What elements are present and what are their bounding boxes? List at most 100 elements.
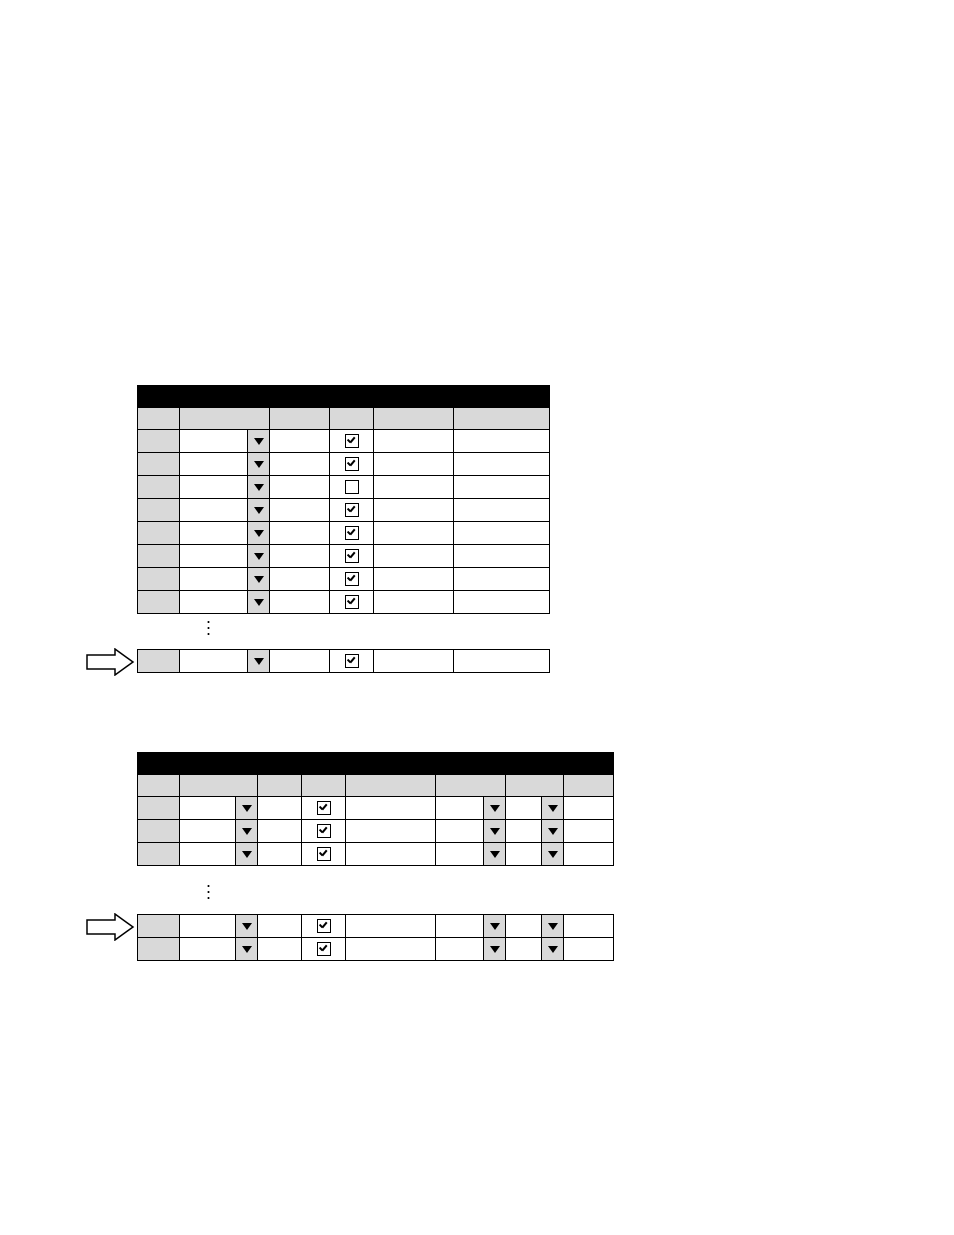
checkbox-cell[interactable] xyxy=(302,820,346,843)
column-header xyxy=(180,408,270,430)
chevron-down-icon[interactable] xyxy=(541,797,563,819)
checkbox-cell[interactable] xyxy=(302,938,346,961)
blank-cell xyxy=(374,453,454,476)
dropdown-cell[interactable] xyxy=(506,820,564,843)
checkbox-cell[interactable] xyxy=(330,476,374,499)
dropdown-cell[interactable] xyxy=(180,430,270,453)
blank-cell xyxy=(564,820,614,843)
chevron-down-icon[interactable] xyxy=(247,568,269,590)
dropdown-cell[interactable] xyxy=(436,820,506,843)
table-row xyxy=(138,650,550,673)
dropdown-cell[interactable] xyxy=(180,476,270,499)
chevron-down-icon[interactable] xyxy=(247,430,269,452)
chevron-down-icon[interactable] xyxy=(541,938,563,960)
chevron-down-icon[interactable] xyxy=(483,915,505,937)
dropdown-cell[interactable] xyxy=(180,522,270,545)
checkbox-cell[interactable] xyxy=(330,545,374,568)
row-label-cell xyxy=(138,499,180,522)
checkbox-cell[interactable] xyxy=(330,568,374,591)
checkbox-icon[interactable] xyxy=(317,919,331,933)
dropdown-cell[interactable] xyxy=(180,938,258,961)
row-label-cell xyxy=(138,820,180,843)
checkbox-icon[interactable] xyxy=(345,434,359,448)
dropdown-cell[interactable] xyxy=(180,453,270,476)
column-header xyxy=(302,775,346,797)
chevron-down-icon[interactable] xyxy=(541,820,563,842)
column-header xyxy=(454,408,550,430)
chevron-down-icon[interactable] xyxy=(247,476,269,498)
pointer-arrow-icon xyxy=(85,648,135,676)
dropdown-cell[interactable] xyxy=(180,797,258,820)
chevron-down-icon[interactable] xyxy=(247,650,269,672)
checkbox-icon[interactable] xyxy=(345,503,359,517)
checkbox-icon[interactable] xyxy=(317,824,331,838)
checkbox-icon[interactable] xyxy=(345,595,359,609)
chevron-down-icon[interactable] xyxy=(483,797,505,819)
dropdown-cell[interactable] xyxy=(180,568,270,591)
dropdown-cell[interactable] xyxy=(506,938,564,961)
dropdown-cell[interactable] xyxy=(180,545,270,568)
checkbox-cell[interactable] xyxy=(330,499,374,522)
checkbox-icon[interactable] xyxy=(345,654,359,668)
chevron-down-icon[interactable] xyxy=(235,938,257,960)
dropdown-cell[interactable] xyxy=(436,797,506,820)
dropdown-cell[interactable] xyxy=(180,820,258,843)
checkbox-cell[interactable] xyxy=(302,915,346,938)
blank-cell xyxy=(270,650,330,673)
blank-cell xyxy=(454,522,550,545)
dropdown-cell[interactable] xyxy=(506,797,564,820)
blank-cell xyxy=(454,430,550,453)
table-2 xyxy=(137,752,614,866)
chevron-down-icon[interactable] xyxy=(235,915,257,937)
chevron-down-icon[interactable] xyxy=(247,545,269,567)
ellipsis-vertical: ... xyxy=(206,614,211,632)
chevron-down-icon[interactable] xyxy=(483,938,505,960)
checkbox-cell[interactable] xyxy=(330,650,374,673)
checkbox-icon[interactable] xyxy=(345,526,359,540)
dropdown-cell[interactable] xyxy=(506,915,564,938)
dropdown-cell[interactable] xyxy=(436,915,506,938)
chevron-down-icon[interactable] xyxy=(235,843,257,865)
chevron-down-icon[interactable] xyxy=(247,499,269,521)
checkbox-cell[interactable] xyxy=(330,591,374,614)
chevron-down-icon[interactable] xyxy=(247,522,269,544)
blank-cell xyxy=(374,430,454,453)
checkbox-icon[interactable] xyxy=(317,801,331,815)
dropdown-cell[interactable] xyxy=(180,843,258,866)
chevron-down-icon[interactable] xyxy=(235,797,257,819)
dropdown-cell[interactable] xyxy=(436,843,506,866)
checkbox-cell[interactable] xyxy=(302,797,346,820)
checkbox-icon[interactable] xyxy=(345,480,359,494)
dropdown-cell[interactable] xyxy=(506,843,564,866)
row-label-cell xyxy=(138,545,180,568)
table-1-detached-row xyxy=(137,649,550,673)
blank-cell xyxy=(374,650,454,673)
dropdown-cell[interactable] xyxy=(180,650,270,673)
chevron-down-icon[interactable] xyxy=(483,820,505,842)
dropdown-cell[interactable] xyxy=(180,499,270,522)
chevron-down-icon[interactable] xyxy=(541,843,563,865)
checkbox-icon[interactable] xyxy=(317,942,331,956)
checkbox-cell[interactable] xyxy=(330,430,374,453)
checkbox-icon[interactable] xyxy=(345,549,359,563)
chevron-down-icon[interactable] xyxy=(541,915,563,937)
checkbox-icon[interactable] xyxy=(345,457,359,471)
checkbox-icon[interactable] xyxy=(345,572,359,586)
checkbox-cell[interactable] xyxy=(330,453,374,476)
checkbox-icon[interactable] xyxy=(317,847,331,861)
dropdown-cell[interactable] xyxy=(180,915,258,938)
table-row xyxy=(138,476,550,499)
blank-cell xyxy=(258,915,302,938)
table-row xyxy=(138,453,550,476)
checkbox-cell[interactable] xyxy=(302,843,346,866)
checkbox-cell[interactable] xyxy=(330,522,374,545)
dropdown-cell[interactable] xyxy=(180,591,270,614)
blank-cell xyxy=(564,797,614,820)
chevron-down-icon[interactable] xyxy=(483,843,505,865)
chevron-down-icon[interactable] xyxy=(247,591,269,613)
chevron-down-icon[interactable] xyxy=(235,820,257,842)
row-label-cell xyxy=(138,843,180,866)
dropdown-cell[interactable] xyxy=(436,938,506,961)
pointer-arrow-icon xyxy=(85,913,135,941)
chevron-down-icon[interactable] xyxy=(247,453,269,475)
